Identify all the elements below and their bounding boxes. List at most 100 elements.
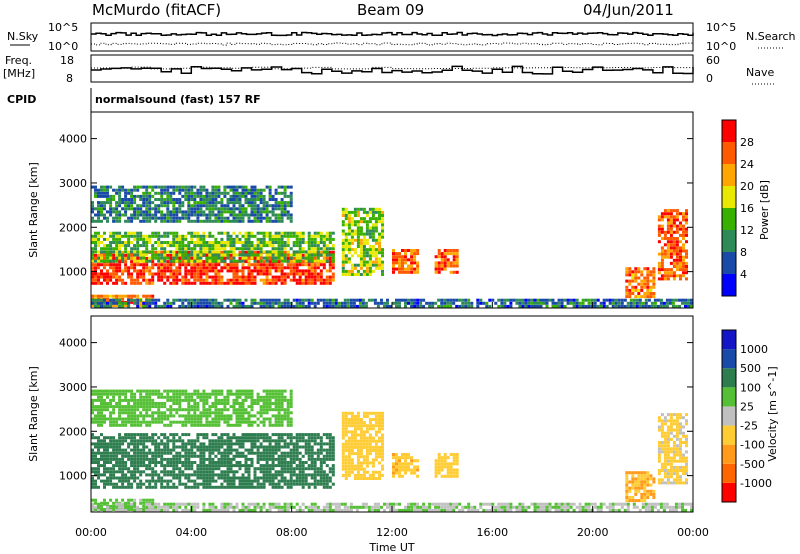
heatmap-cell	[100, 408, 103, 412]
heatmap-cell	[359, 241, 363, 245]
heatmap-cell	[118, 266, 122, 270]
heatmap-cell	[166, 188, 170, 192]
heatmap-cell	[316, 433, 320, 437]
heatmap-cell	[455, 304, 459, 308]
heatmap-cell	[160, 485, 164, 489]
heatmap-cell	[103, 266, 106, 270]
heatmap-cell	[232, 298, 236, 302]
heatmap-cell	[163, 250, 167, 254]
heatmap-cell	[262, 234, 266, 238]
heatmap-cell	[118, 411, 122, 415]
heatmap-cell	[238, 298, 242, 302]
heatmap-cell	[395, 298, 398, 302]
heatmap-cell	[124, 294, 128, 298]
heatmap-cell	[193, 423, 197, 427]
heatmap-cell	[350, 238, 354, 242]
heatmap-cell	[142, 457, 146, 461]
heatmap-cell	[121, 301, 125, 305]
heatmap-cell	[310, 298, 314, 302]
heatmap-cell	[640, 279, 644, 283]
heatmap-cell	[283, 213, 287, 217]
heatmap-cell	[163, 467, 167, 471]
heatmap-cell	[142, 201, 146, 205]
heatmap-cell	[124, 210, 128, 214]
heatmap-cell	[629, 301, 633, 305]
heatmap-cell	[190, 442, 194, 446]
heatmap-cell	[226, 439, 230, 443]
heatmap-cell	[178, 278, 182, 282]
heatmap-cell	[136, 207, 140, 211]
heatmap-cell	[268, 402, 272, 405]
heatmap-cell	[286, 250, 290, 254]
heatmap-cell	[256, 216, 260, 220]
heatmap-cell	[289, 479, 293, 483]
heatmap-cell	[154, 451, 158, 455]
heatmap-cell	[575, 298, 579, 302]
heatmap-cell	[217, 256, 221, 260]
heatmap-cell	[344, 455, 348, 459]
heatmap-cell	[142, 398, 146, 402]
heatmap-cell	[440, 267, 444, 271]
heatmap-cell	[184, 244, 188, 248]
heatmap-cell	[118, 439, 122, 443]
heatmap-cell	[310, 482, 314, 486]
heatmap-cell	[121, 241, 125, 244]
heatmap-cell	[271, 402, 275, 405]
heatmap-cell	[121, 185, 125, 189]
heatmap-cell	[253, 479, 257, 483]
heatmap-cell	[325, 436, 329, 440]
heatmap-cell	[381, 269, 384, 273]
heatmap-cell	[557, 301, 561, 305]
freq-line	[91, 65, 694, 75]
heatmap-cell	[109, 417, 113, 421]
heatmap-cell	[166, 260, 170, 264]
heatmap-cell	[365, 238, 369, 242]
heatmap-cell	[130, 250, 134, 254]
heatmap-cell	[455, 298, 459, 302]
heatmap-cell	[256, 451, 260, 455]
heatmap-cell	[178, 467, 182, 471]
heatmap-cell	[196, 433, 200, 437]
heatmap-cell	[307, 467, 311, 471]
heatmap-cell	[124, 207, 128, 211]
heatmap-cell	[151, 188, 155, 192]
heatmap-cell	[130, 257, 134, 260]
heatmap-cell	[313, 433, 317, 437]
heatmap-cell	[289, 411, 293, 415]
heatmap-cell	[316, 256, 320, 260]
heatmap-cell	[208, 485, 212, 489]
heatmap-cell	[100, 304, 103, 308]
heatmap-cell	[151, 398, 155, 402]
heatmap-cell	[148, 250, 152, 254]
heatmap-cell	[286, 414, 290, 418]
heatmap-cell	[605, 304, 609, 308]
heatmap-cell	[440, 301, 444, 305]
heatmap-cell	[244, 210, 248, 214]
heatmap-cell	[172, 467, 176, 471]
heatmap-cell	[235, 259, 239, 263]
heatmap-cell	[100, 439, 103, 443]
heatmap-cell	[163, 473, 167, 477]
heatmap-cell	[127, 219, 131, 223]
heatmap-cell	[172, 188, 176, 192]
heatmap-cell	[139, 461, 143, 464]
heatmap-cell	[103, 389, 106, 393]
heatmap-cell	[253, 191, 257, 195]
heatmap-cell	[274, 451, 278, 455]
heatmap-cell	[283, 479, 287, 483]
heatmap-cell	[646, 273, 650, 277]
heatmap-cell	[274, 281, 278, 285]
heatmap-cell	[223, 442, 227, 446]
heatmap-cell	[631, 292, 635, 295]
heatmap-cell	[301, 470, 305, 474]
heatmap-cell	[136, 250, 140, 254]
heatmap-cell	[404, 267, 407, 271]
heatmap-cell	[121, 278, 125, 282]
heatmap-cell	[669, 252, 673, 256]
heatmap-cell	[365, 232, 369, 236]
heatmap-cell	[112, 485, 116, 489]
heatmap-cell	[151, 201, 155, 205]
heatmap-cell	[97, 216, 100, 220]
heatmap-cell	[202, 479, 206, 483]
heatmap-cell	[208, 263, 212, 267]
